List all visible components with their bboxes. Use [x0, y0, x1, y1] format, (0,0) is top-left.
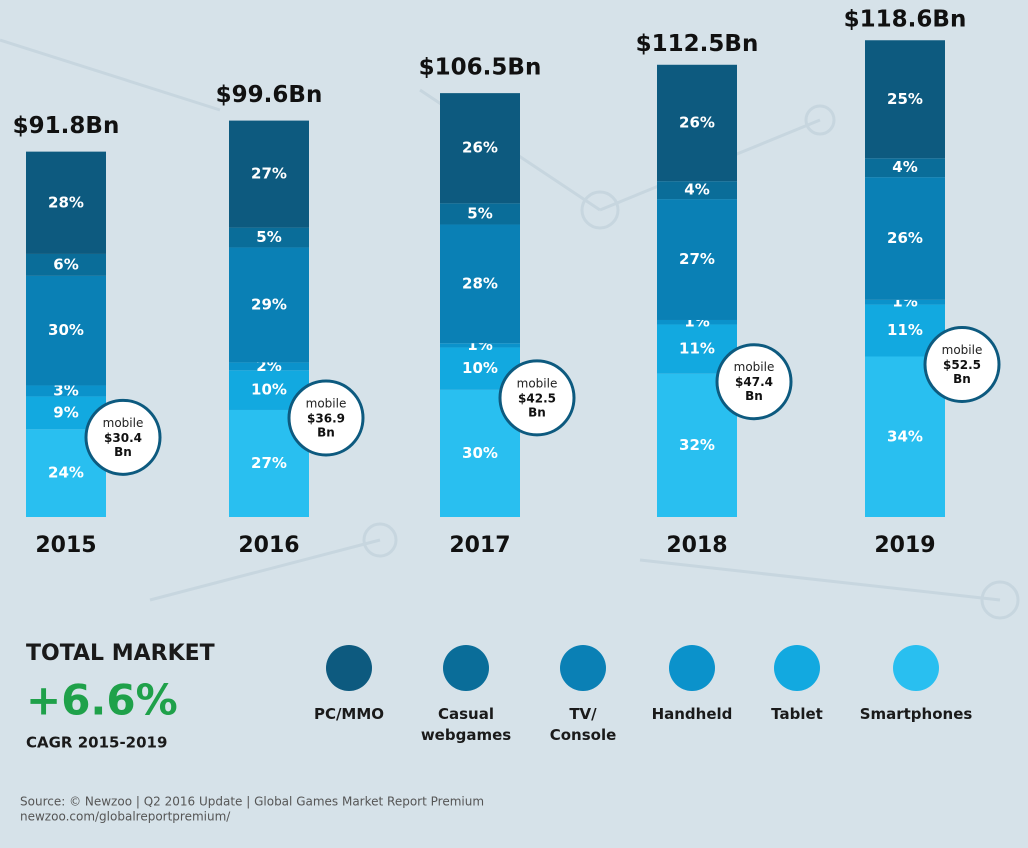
- segment-label: 11%: [679, 340, 715, 358]
- year-label: 2015: [35, 533, 96, 558]
- mobile-value: $47.4: [735, 375, 773, 389]
- bar-segment: [865, 158, 945, 178]
- bar-segment: [440, 224, 520, 344]
- mobile-label: mobile: [306, 396, 347, 410]
- bar-segment: [657, 181, 737, 200]
- mobile-label: mobile: [734, 360, 775, 374]
- summary-caption: CAGR 2015-2019: [26, 734, 167, 752]
- mobile-unit: Bn: [745, 389, 763, 403]
- segment-label: 5%: [256, 228, 281, 246]
- legend-label: Smartphones: [859, 705, 973, 723]
- mobile-label: mobile: [942, 343, 983, 357]
- total-label: $106.5Bn: [419, 55, 542, 81]
- mobile-label: mobile: [103, 416, 144, 430]
- total-label: $99.6Bn: [216, 82, 323, 108]
- mobile-bubble: [923, 326, 1001, 404]
- summary-title: TOTAL MARKET: [26, 641, 215, 666]
- legend-label: PC/MMO: [313, 705, 385, 723]
- bar-segment: [865, 299, 945, 305]
- segment-label: 32%: [679, 436, 715, 454]
- mobile-bubble: [715, 343, 793, 421]
- mobile-bubble: [498, 359, 576, 437]
- year-label: 2019: [874, 533, 935, 558]
- legend-swatch: [560, 645, 606, 691]
- segment-label: 4%: [684, 181, 709, 199]
- source: Source: © Newzoo | Q2 2016 Update | Glob…: [20, 795, 484, 809]
- legend-label: TV/ Console: [549, 705, 617, 744]
- mobile-unit: Bn: [953, 372, 971, 386]
- mobile-value: $36.9: [307, 411, 345, 425]
- total-label: $112.5Bn: [636, 31, 759, 57]
- mobile-unit: Bn: [528, 405, 546, 419]
- mobile-unit: Bn: [114, 445, 132, 459]
- mobile-label: mobile: [517, 376, 558, 390]
- segment-label: 28%: [462, 274, 498, 292]
- segment-label: 10%: [251, 381, 287, 399]
- bar-segment: [26, 275, 106, 386]
- legend-label: Tablet: [771, 705, 823, 723]
- segment-label: 26%: [679, 113, 715, 131]
- legend-label: Casual webgames: [420, 705, 512, 744]
- segment-label: 28%: [48, 193, 84, 211]
- bar-segment: [657, 64, 737, 182]
- bar-segment: [26, 385, 106, 397]
- source: newzoo.com/globalreportpremium/: [20, 810, 231, 824]
- segment-label: 27%: [679, 250, 715, 268]
- segment-label: 25%: [887, 90, 923, 108]
- segment-label: 10%: [462, 359, 498, 377]
- legend-swatch: [326, 645, 372, 691]
- segment-label: 29%: [251, 295, 287, 313]
- year-label: 2017: [449, 533, 510, 558]
- bar-segment: [26, 151, 106, 254]
- bar-segment: [440, 93, 520, 204]
- legend-swatch: [774, 645, 820, 691]
- bar-segment: [865, 177, 945, 300]
- segment-label: 27%: [251, 454, 287, 472]
- segment-label: 30%: [48, 321, 84, 339]
- legend-swatch: [893, 645, 939, 691]
- total-label: $91.8Bn: [13, 113, 120, 139]
- segment-label: 30%: [462, 444, 498, 462]
- segment-label: 3%: [53, 381, 78, 399]
- segment-label: 26%: [887, 229, 923, 247]
- mobile-value: $42.5: [518, 391, 556, 405]
- bar-segment: [229, 120, 309, 228]
- bar-segment: [865, 40, 945, 159]
- mobile-value: $30.4: [104, 431, 142, 445]
- bar-segment: [229, 247, 309, 363]
- segment-label: 9%: [53, 403, 78, 421]
- segment-label: 11%: [887, 321, 923, 339]
- bar-segment: [657, 199, 737, 320]
- legend-label: Handheld: [651, 705, 733, 723]
- total-label: $118.6Bn: [844, 6, 967, 32]
- bar-segment: [26, 253, 106, 276]
- legend-swatch: [669, 645, 715, 691]
- segment-label: 26%: [462, 139, 498, 157]
- bar-segment: [229, 362, 309, 371]
- segment-label: 24%: [48, 464, 84, 482]
- legend-swatch: [443, 645, 489, 691]
- bar-segment: [440, 343, 520, 348]
- year-label: 2016: [238, 533, 299, 558]
- mobile-value: $52.5: [943, 358, 981, 372]
- mobile-bubble: [84, 398, 162, 476]
- bar-segment: [440, 203, 520, 225]
- summary-value: +6.6%: [26, 676, 178, 725]
- year-label: 2018: [666, 533, 727, 558]
- segment-label: 4%: [892, 158, 917, 176]
- segment-label: 34%: [887, 427, 923, 445]
- segment-label: 6%: [53, 255, 78, 273]
- mobile-bubble: [287, 379, 365, 457]
- segment-label: 27%: [251, 165, 287, 183]
- mobile-unit: Bn: [317, 425, 335, 439]
- bar-segment: [229, 227, 309, 248]
- bar-segment: [657, 319, 737, 325]
- segment-label: 5%: [467, 204, 492, 222]
